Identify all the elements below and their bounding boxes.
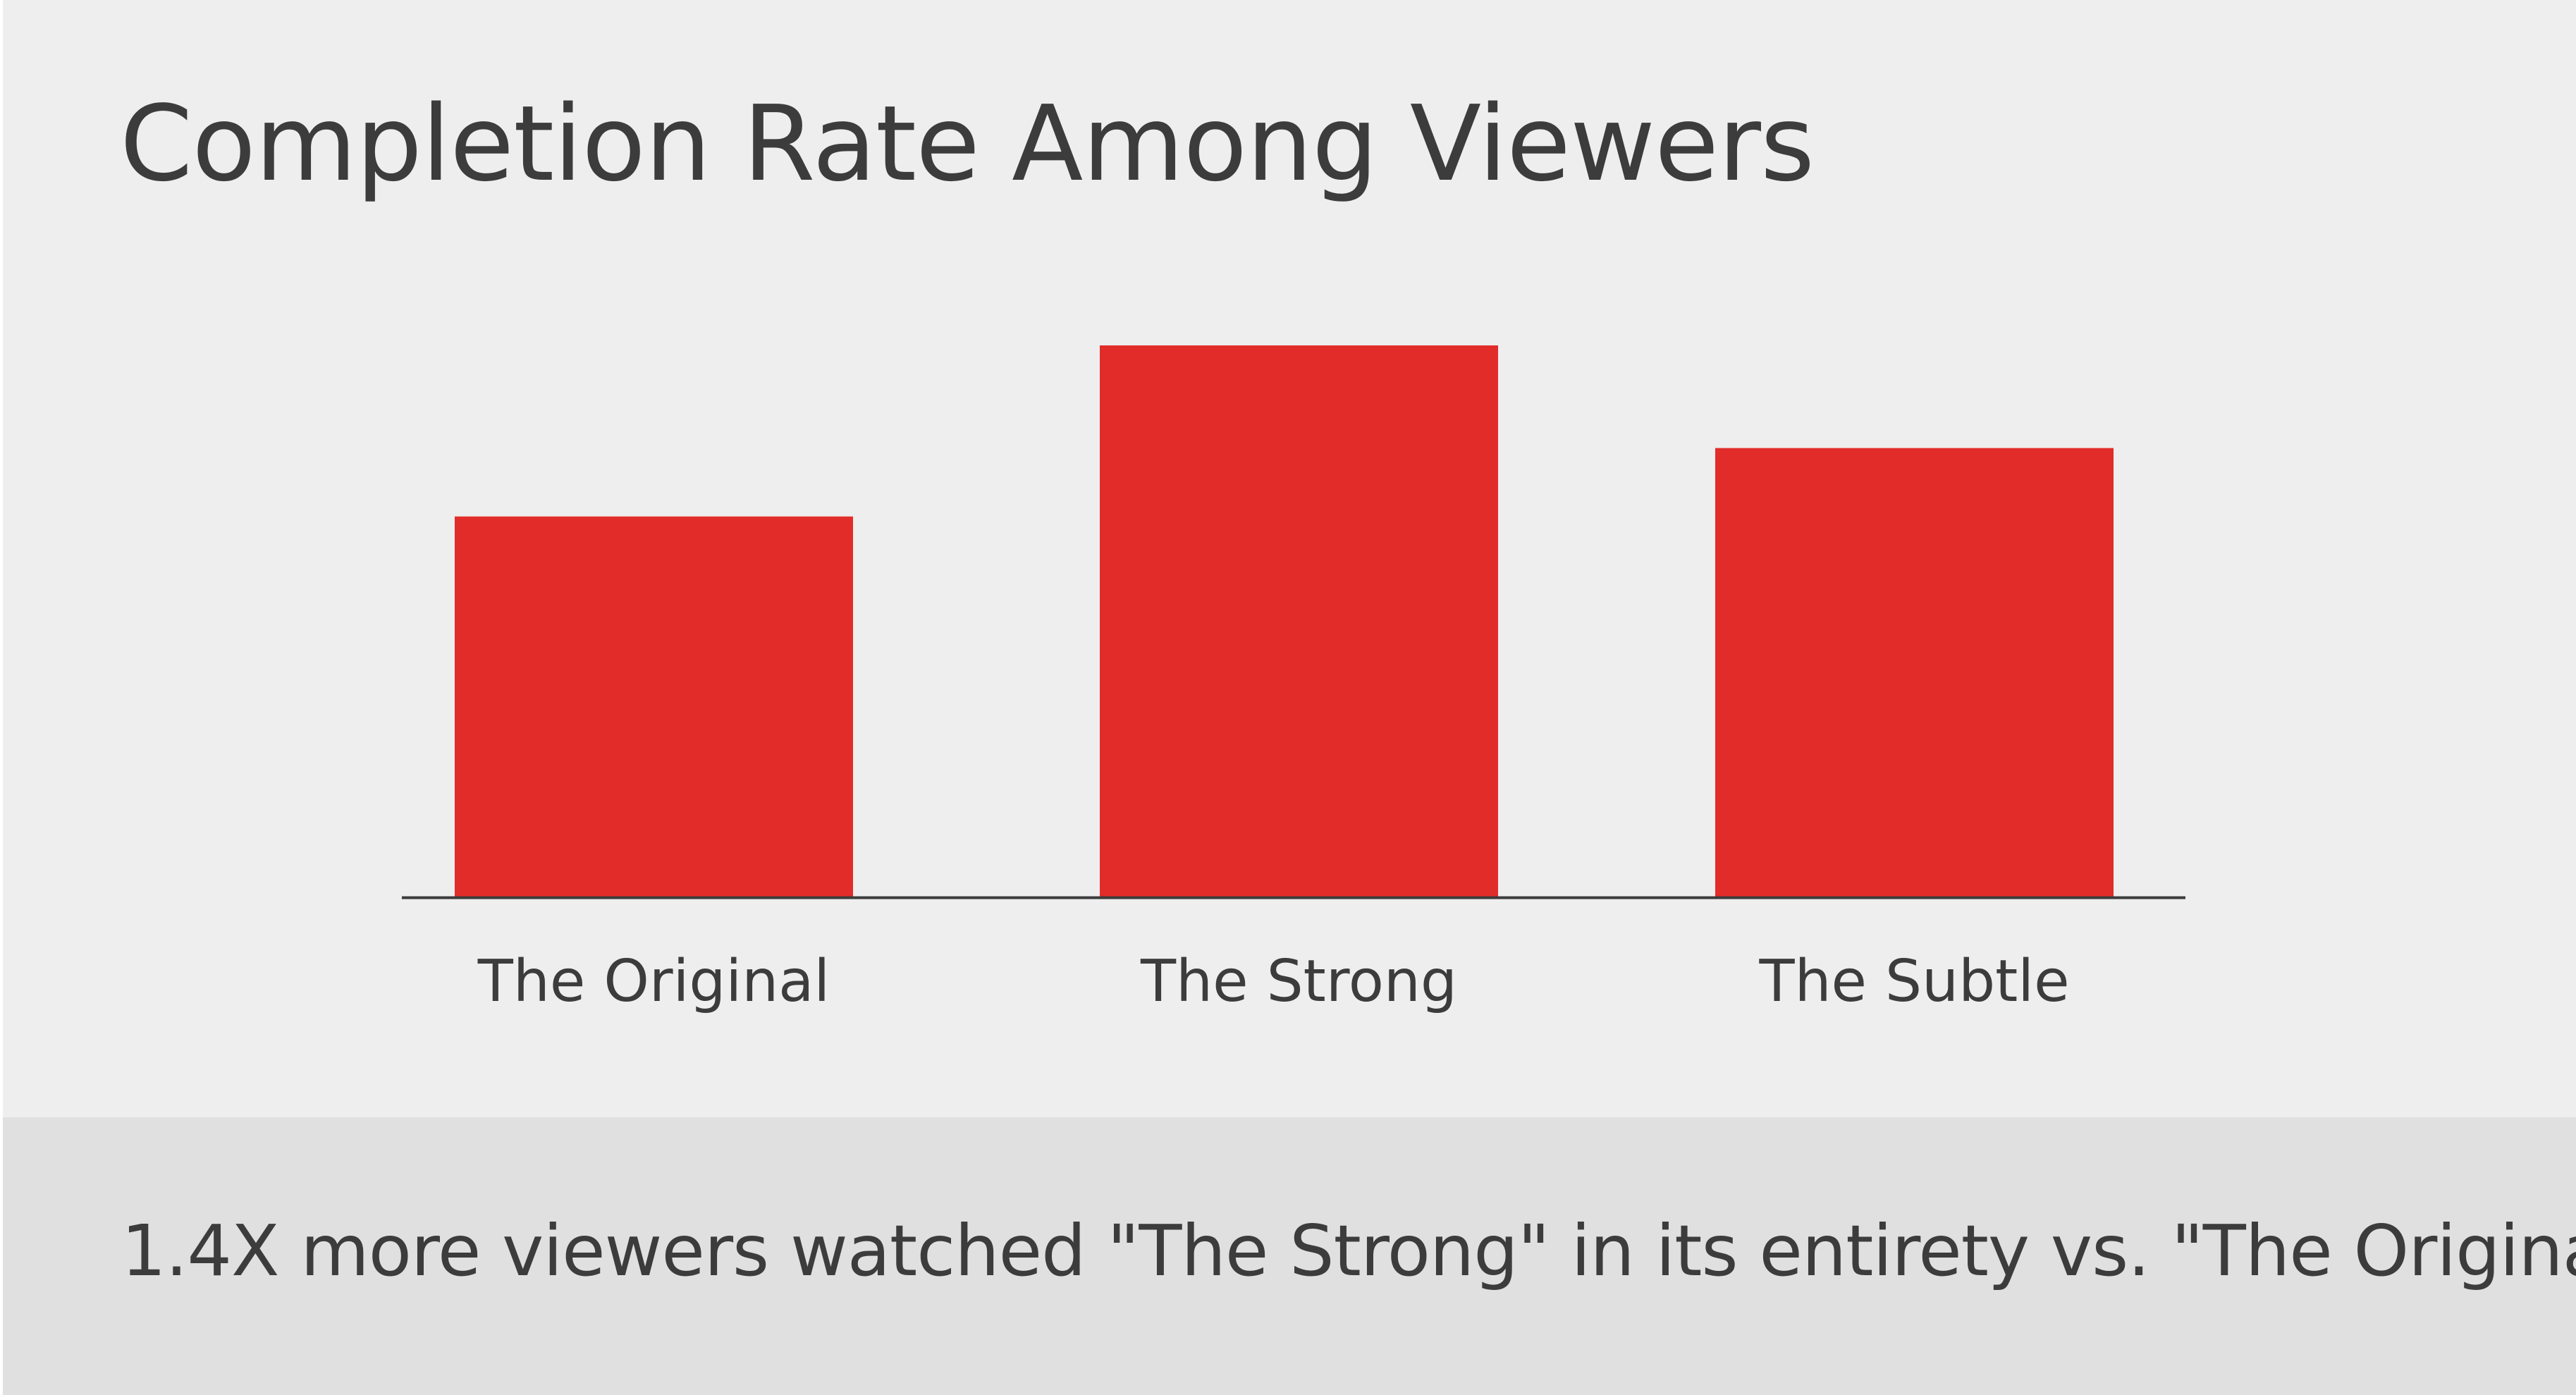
x-tick-label: The Strong	[1140, 948, 1457, 1015]
footer-panel	[3, 1117, 2576, 1395]
bar-the-strong	[1100, 345, 1498, 897]
x-tick-label: The Subtle	[1758, 948, 2069, 1015]
bar-the-original	[455, 516, 853, 897]
x-tick-label: The Original	[477, 948, 830, 1015]
bar-the-subtle	[1715, 448, 2114, 897]
chart-title: Completion Rate Among Viewers	[120, 83, 1815, 204]
footer-note: 1.4X more viewers watched "The Strong" i…	[121, 1210, 2576, 1292]
bar-chart: The Original The Strong The Subtle	[402, 345, 2185, 1015]
